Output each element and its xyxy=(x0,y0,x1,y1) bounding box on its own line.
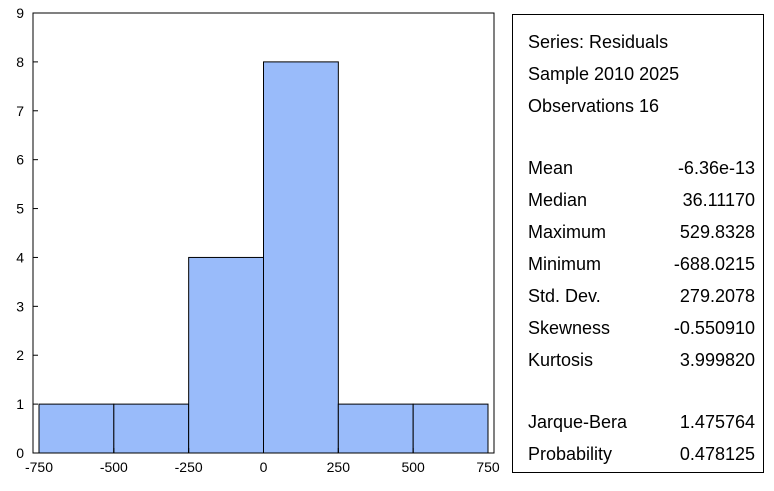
y-tick-label: 8 xyxy=(16,54,24,70)
histogram-bar xyxy=(113,403,190,454)
stat-label: Mean xyxy=(528,158,574,178)
stat-label: Kurtosis xyxy=(528,350,594,370)
stat-label: Minimum xyxy=(528,254,602,274)
y-tick-label: 7 xyxy=(16,103,24,119)
y-tick-label: 3 xyxy=(16,298,24,314)
x-tick-label: 250 xyxy=(327,459,351,475)
x-tick-label: -500 xyxy=(100,459,128,475)
x-tick-label: 0 xyxy=(260,459,268,475)
histogram-bar xyxy=(188,256,265,454)
stat-row-probability: Probability 0.478125 xyxy=(528,443,755,465)
stat-row-std-dev: Std. Dev. 279.2078 xyxy=(528,285,755,307)
stat-row-minimum: Minimum -688.0215 xyxy=(528,253,755,275)
stat-value: 0.478125 xyxy=(679,444,755,464)
y-tick-label: 4 xyxy=(16,249,24,265)
histogram-bar xyxy=(337,403,414,454)
stat-value: 3.999820 xyxy=(679,350,755,370)
y-tick-label: 5 xyxy=(16,201,24,217)
x-tick-label: 500 xyxy=(401,459,425,475)
stat-value: -6.36e-13 xyxy=(677,158,755,178)
stat-row-jarque-bera: Jarque-Bera 1.475764 xyxy=(528,411,755,433)
x-tick-label: 750 xyxy=(476,459,500,475)
stat-label: Probability xyxy=(528,444,613,464)
histogram-bar xyxy=(412,403,489,454)
histogram-chart: 0 1 2 3 4 5 6 7 8 9 -750 -500 -250 0 250 500 750 xyxy=(16,5,500,475)
stat-row-median: Median 36.11170 xyxy=(528,189,755,211)
stat-label: Median xyxy=(528,190,588,210)
stat-row-skewness: Skewness -0.550910 xyxy=(528,317,755,339)
descriptive-statistics-panel: Series: Residuals Sample 2010 2025 Obser… xyxy=(512,14,764,473)
stat-row-mean: Mean -6.36e-13 xyxy=(528,157,755,179)
y-tick-label: 9 xyxy=(16,5,24,21)
histogram-bar xyxy=(263,61,339,454)
x-tick-label: -250 xyxy=(175,459,203,475)
stat-row-kurtosis: Kurtosis 3.999820 xyxy=(528,349,755,371)
histogram-bar xyxy=(38,403,115,454)
stat-label: Maximum xyxy=(528,222,607,242)
stat-value: 279.2078 xyxy=(679,286,755,306)
y-tick-label: 0 xyxy=(16,445,24,461)
stat-value: -0.550910 xyxy=(673,318,755,338)
y-tick-label: 2 xyxy=(16,347,24,363)
stat-row-maximum: Maximum 529.8328 xyxy=(528,221,755,243)
series-name: Series: Residuals xyxy=(528,32,669,52)
x-tick-label: -750 xyxy=(25,459,53,475)
sample-range: Sample 2010 2025 xyxy=(528,64,680,84)
stat-value: -688.0215 xyxy=(673,254,755,274)
stat-label: Jarque-Bera xyxy=(528,412,628,432)
observation-count: Observations 16 xyxy=(528,96,660,116)
stat-value: 529.8328 xyxy=(679,222,755,242)
stat-value: 1.475764 xyxy=(679,412,755,432)
y-tick-label: 6 xyxy=(16,152,24,168)
stat-label: Skewness xyxy=(528,318,611,338)
stat-value: 36.11170 xyxy=(682,190,755,210)
y-tick-label: 1 xyxy=(16,396,24,412)
stat-label: Std. Dev. xyxy=(528,286,601,306)
